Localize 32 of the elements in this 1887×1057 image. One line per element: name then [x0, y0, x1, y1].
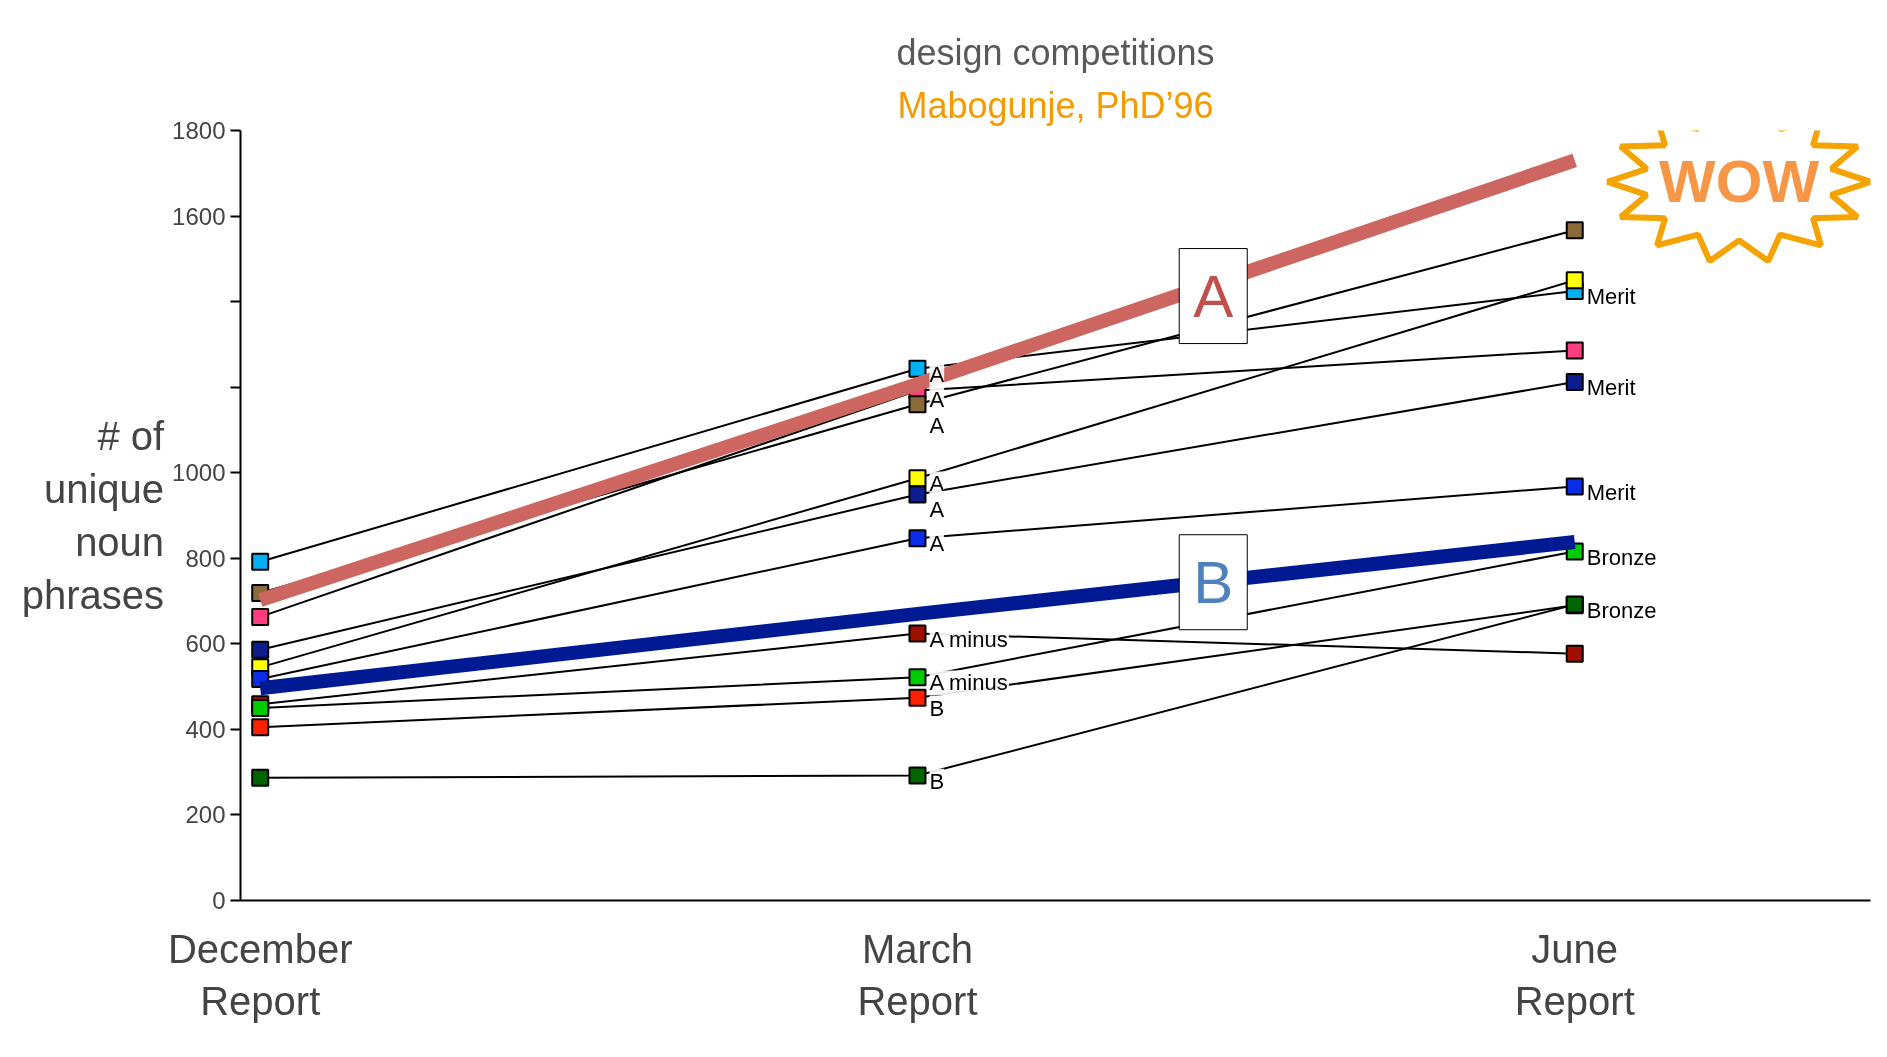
data-label: A: [929, 361, 945, 387]
data-label: A: [929, 471, 945, 497]
data-label: A minus: [929, 670, 1008, 696]
y-tick-label: 1600: [172, 202, 226, 230]
data-label: A: [929, 387, 945, 413]
x-tick-label: March Report: [857, 926, 978, 1024]
y-tick-label: 1800: [172, 117, 226, 144]
data-label: A: [929, 531, 945, 557]
chart-subtitle: Mabogunje, PhD’96: [897, 84, 1214, 126]
annotation: B: [1193, 548, 1234, 616]
y-tick-label: 1000: [172, 459, 226, 487]
y-tick-label: 400: [185, 715, 226, 743]
data-label: A: [929, 412, 945, 438]
data-label: B: [929, 768, 945, 794]
data-label: B: [929, 695, 945, 721]
annotation: A: [1193, 262, 1234, 330]
y-axis-title: # of unique noun phrases: [21, 414, 165, 617]
y-tick-label: 800: [185, 544, 226, 572]
x-tick-label: June Report: [1514, 926, 1635, 1024]
y-tick-label: 200: [185, 801, 226, 829]
data-label: Merit: [1586, 479, 1636, 505]
chart-title: design competitions: [896, 31, 1215, 73]
data-label: Merit: [1586, 375, 1636, 401]
data-label: Bronze: [1586, 544, 1657, 570]
data-label: Merit: [1586, 284, 1636, 310]
data-label: A: [929, 496, 945, 522]
annotation: WOW: [1659, 148, 1820, 216]
y-tick-label: 0: [212, 887, 226, 914]
data-label: A minus: [929, 626, 1008, 652]
x-tick-label: December Report: [167, 926, 353, 1024]
y-tick-label: 600: [185, 630, 226, 658]
data-label: Bronze: [1586, 597, 1657, 623]
